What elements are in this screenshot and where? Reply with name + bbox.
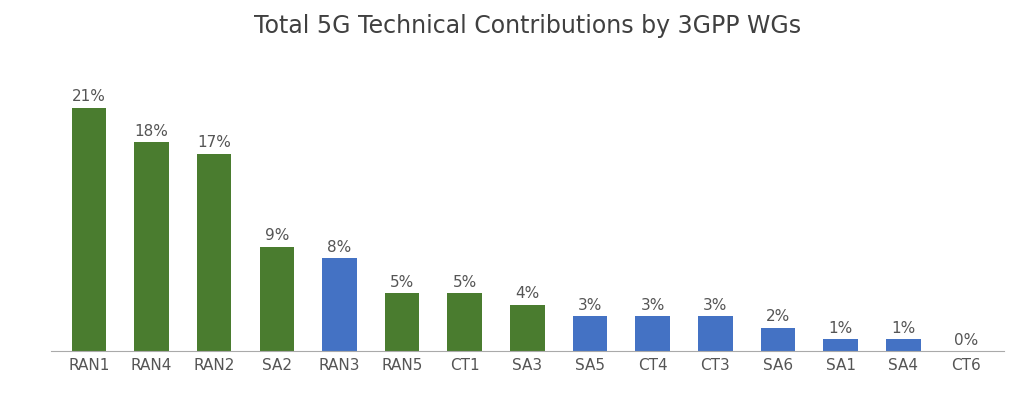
Text: 2%: 2% [766,309,791,324]
Bar [510,305,545,351]
Bar [134,142,169,351]
Text: 17%: 17% [198,135,231,150]
Bar [636,316,670,351]
Bar [761,328,796,351]
Text: 21%: 21% [72,89,105,104]
Text: 9%: 9% [264,228,289,243]
Text: 1%: 1% [828,321,853,336]
Bar [698,316,732,351]
Bar [197,154,231,351]
Text: 3%: 3% [640,298,665,313]
Text: 1%: 1% [891,321,915,336]
Title: Total 5G Technical Contributions by 3GPP WGs: Total 5G Technical Contributions by 3GPP… [254,14,801,38]
Text: 4%: 4% [515,286,540,301]
Bar [323,258,356,351]
Text: 3%: 3% [578,298,602,313]
Text: 5%: 5% [390,275,414,290]
Text: 18%: 18% [134,124,168,139]
Bar [447,293,482,351]
Bar [572,316,607,351]
Bar [72,107,106,351]
Text: 5%: 5% [453,275,477,290]
Bar [886,339,921,351]
Bar [259,247,294,351]
Bar [385,293,419,351]
Bar [823,339,858,351]
Text: 8%: 8% [328,240,351,255]
Text: 0%: 0% [953,332,978,348]
Text: 3%: 3% [703,298,727,313]
